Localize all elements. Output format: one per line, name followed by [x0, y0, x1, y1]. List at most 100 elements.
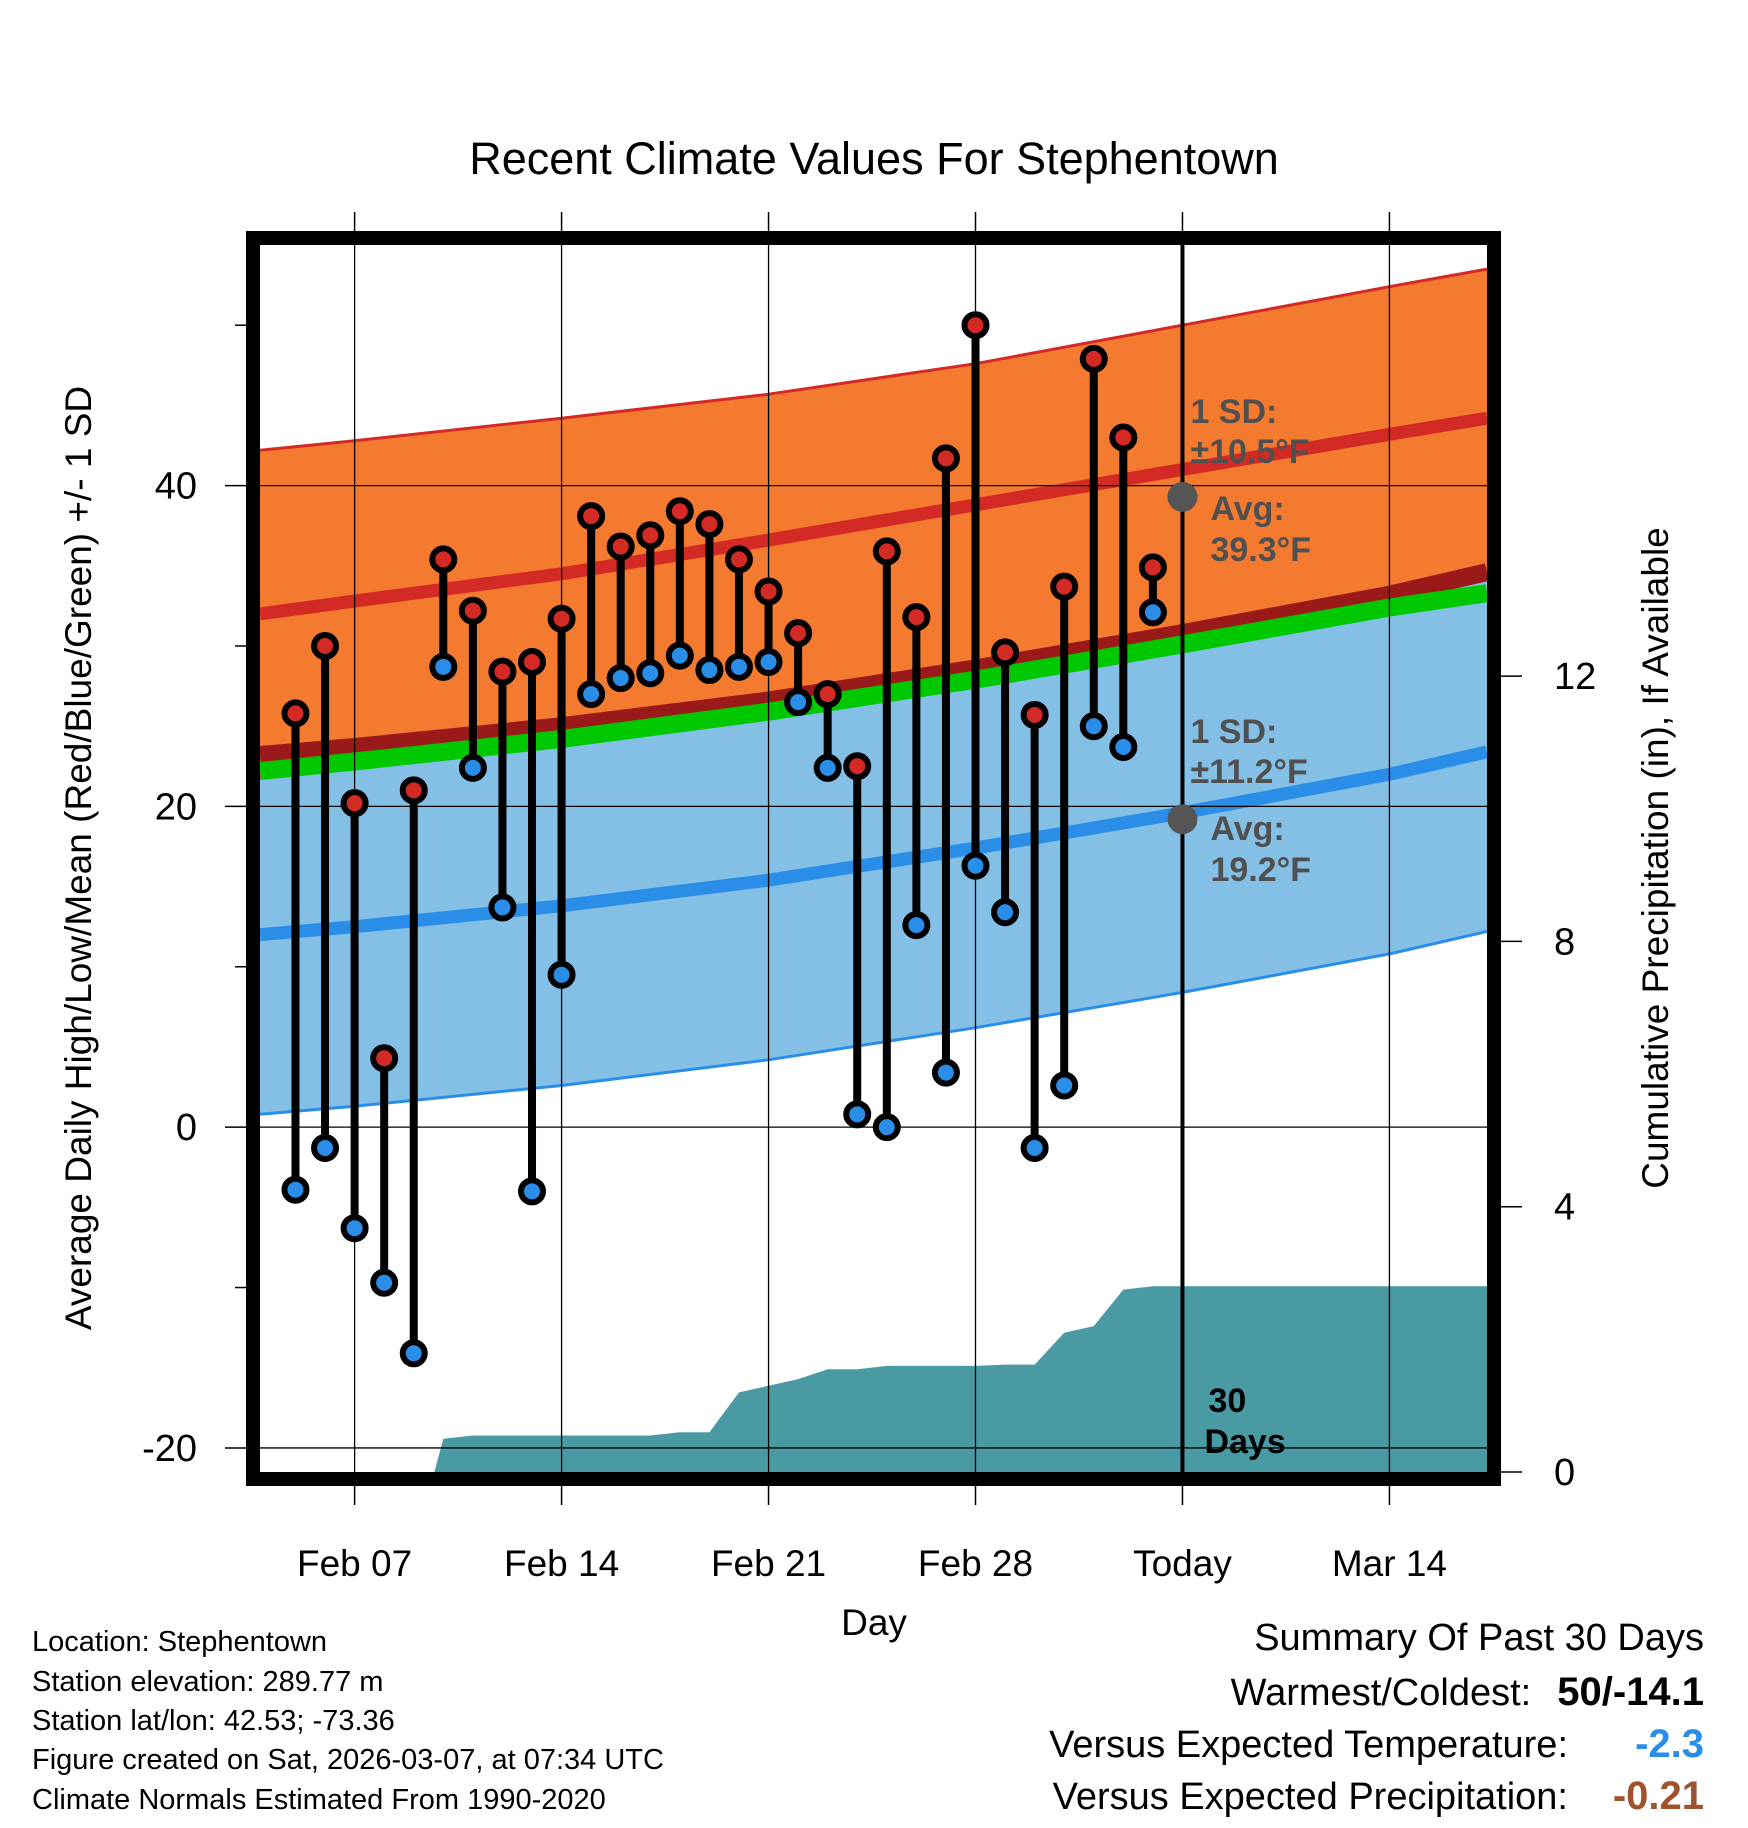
high-sd-value: ±10.5°F	[1190, 433, 1309, 471]
daily-low-point	[340, 1214, 369, 1243]
daily-low-point	[518, 1177, 547, 1206]
daily-high-point	[636, 521, 665, 550]
today-high-avg-marker	[1167, 481, 1198, 512]
plot-frame	[246, 231, 1501, 1486]
summary-temp-value: -2.3	[1635, 1722, 1704, 1766]
low-avg-value: 19.2°F	[1210, 851, 1311, 889]
daily-high-point	[1020, 700, 1049, 729]
low-avg-label: Avg:	[1210, 810, 1284, 848]
daily-low-point	[488, 893, 517, 922]
daily-high-point	[872, 537, 901, 566]
daily-high-point	[695, 510, 724, 539]
days-count-label: 30	[1208, 1382, 1246, 1420]
daily-high-point	[518, 648, 547, 677]
daily-low-point	[281, 1175, 310, 1204]
daily-high-point	[665, 497, 694, 526]
daily-low-point	[813, 753, 842, 782]
high-avg-line	[260, 411, 1487, 621]
daily-low-point	[872, 1113, 901, 1142]
daily-high-point	[961, 311, 990, 340]
daily-low-point	[370, 1268, 399, 1297]
summary-warmest-label: Warmest/Coldest:	[1230, 1672, 1532, 1714]
daily-low-point	[1050, 1071, 1079, 1100]
daily-low-point	[636, 659, 665, 688]
daily-low-point	[843, 1100, 872, 1129]
summary-warmest-row: Warmest/Coldest: 50/-14.1	[1231, 1670, 1704, 1715]
x-tick-label: Feb 07	[297, 1543, 412, 1584]
y2-tick-label: 8	[1554, 921, 1575, 963]
daily-low-point	[991, 898, 1020, 927]
daily-high-point	[902, 603, 931, 632]
y2-tick-label: 4	[1554, 1187, 1575, 1229]
daily-high-point	[1079, 344, 1108, 373]
y2-tick-label: 12	[1554, 656, 1596, 698]
daily-high-point	[813, 680, 842, 709]
summary-temp-label: Versus Expected Temperature:	[1049, 1724, 1568, 1766]
daily-high-point	[488, 657, 517, 686]
y-tick-label: 20	[155, 786, 197, 828]
mean-avg-line	[260, 584, 1487, 781]
daily-high-point	[931, 444, 960, 473]
daily-low-point	[902, 911, 931, 940]
y-tick-label: 40	[155, 466, 197, 508]
high-upper-line	[260, 267, 1487, 452]
high-avg-label: Avg:	[1210, 490, 1284, 528]
daily-low-point	[311, 1134, 340, 1163]
x-tick-label: Mar 14	[1332, 1543, 1447, 1584]
daily-low-point	[961, 851, 990, 880]
normals-text: Climate Normals Estimated From 1990-2020	[32, 1784, 606, 1816]
latlon-text: Station lat/lon: 42.53; -73.36	[32, 1705, 395, 1737]
high-avg-value: 39.3°F	[1210, 531, 1311, 569]
daily-high-point	[340, 789, 369, 818]
daily-low-point	[784, 688, 813, 717]
created-text: Figure created on Sat, 2026-03-07, at 07…	[32, 1744, 664, 1776]
daily-high-point	[370, 1044, 399, 1073]
daily-high-point	[754, 577, 783, 606]
daily-low-point	[458, 753, 487, 782]
daily-low-point	[724, 652, 753, 681]
daily-high-point	[843, 752, 872, 781]
daily-high-point	[429, 545, 458, 574]
daily-low-point	[577, 680, 606, 709]
x-axis-title: Day	[841, 1602, 907, 1643]
low-sd-label: 1 SD:	[1190, 713, 1277, 751]
summary-title: Summary Of Past 30 Days	[1254, 1617, 1704, 1659]
daily-low-point	[754, 648, 783, 677]
x-tick-label: Today	[1133, 1543, 1232, 1584]
daily-high-point	[724, 545, 753, 574]
elevation-text: Station elevation: 289.77 m	[32, 1666, 384, 1698]
summary-precip-row: Versus Expected Precipitation: -0.21	[1053, 1774, 1704, 1819]
daily-high-point	[547, 604, 576, 633]
summary-precip-label: Versus Expected Precipitation:	[1052, 1776, 1568, 1818]
daily-high-point	[991, 638, 1020, 667]
y-tick-label: -20	[142, 1428, 197, 1470]
y-axis-title: Average Daily High/Low/Mean (Red/Blue/Gr…	[58, 386, 99, 1330]
x-tick-label: Feb 14	[504, 1543, 619, 1584]
daily-low-point	[606, 664, 635, 693]
daily-low-point	[695, 656, 724, 685]
daily-high-point	[784, 619, 813, 648]
y2-axis-title: Cumulative Precipitation (in), If Availa…	[1635, 527, 1676, 1189]
daily-high-point	[311, 631, 340, 660]
daily-high-point	[281, 699, 310, 728]
low-sd-value: ±11.2°F	[1190, 753, 1307, 791]
precip-area	[304, 1286, 1487, 1472]
daily-low-point	[1138, 598, 1167, 627]
x-tick-label: Feb 28	[918, 1543, 1033, 1584]
low-lower-line	[260, 930, 1487, 1116]
daily-high-point	[1109, 423, 1138, 452]
daily-high-point	[1050, 572, 1079, 601]
daily-high-point	[577, 502, 606, 531]
summary-precip-value: -0.21	[1612, 1774, 1704, 1818]
daily-low-point	[399, 1339, 428, 1368]
y2-tick-label: 0	[1554, 1452, 1575, 1494]
daily-high-point	[458, 596, 487, 625]
summary-temp-row: Versus Expected Temperature: -2.3	[1049, 1722, 1704, 1767]
daily-low-point	[665, 641, 694, 670]
low-avg-line	[260, 745, 1487, 942]
low-upper-line	[260, 563, 1487, 764]
today-low-avg-marker	[1167, 804, 1198, 835]
high-sd-label: 1 SD:	[1190, 393, 1277, 431]
summary-warmest-value: 50/-14.1	[1557, 1670, 1704, 1714]
